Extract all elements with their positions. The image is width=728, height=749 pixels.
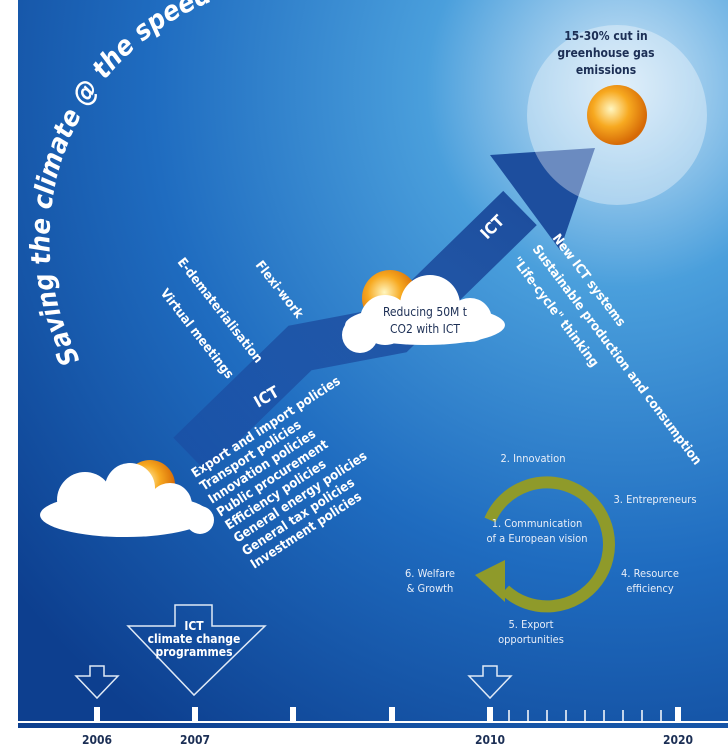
year-tick <box>487 707 493 722</box>
cycle-step: efficiency <box>626 582 674 595</box>
programme-text: ICT <box>184 619 204 633</box>
year-tick <box>192 707 198 722</box>
milestone-text: Reducing 50M t <box>383 305 467 319</box>
cycle-center: of a European vision <box>487 532 588 545</box>
year: 2010 <box>475 733 505 747</box>
cycle-step: 4. Resource <box>621 567 679 580</box>
programme-text: climate change <box>148 632 241 646</box>
cycle-center: 1. Communication <box>492 517 583 530</box>
year-tick <box>675 707 681 722</box>
year: 2020 <box>663 733 693 747</box>
cycle-step: 6. Welfare <box>405 567 455 580</box>
goal-text: emissions <box>576 63 636 77</box>
cycle-step: 3. Entrepreneurs <box>614 493 697 506</box>
infographic: Saving the climate @ the speed of light … <box>0 0 728 749</box>
programme-text: programmes <box>155 645 232 659</box>
goal-text: greenhouse gas <box>557 46 654 60</box>
year: 2007 <box>180 733 210 747</box>
sun <box>587 85 647 145</box>
cycle-step: opportunities <box>498 633 564 646</box>
cycle-step: & Growth <box>407 582 454 595</box>
goal-text: 15-30% cut in <box>564 29 648 43</box>
cycle-step: 5. Export <box>509 618 554 631</box>
milestone-text: CO2 with ICT <box>390 322 460 336</box>
year-tick <box>94 707 100 722</box>
cycle-step: 2. Innovation <box>501 452 566 465</box>
year: 2006 <box>82 733 112 747</box>
